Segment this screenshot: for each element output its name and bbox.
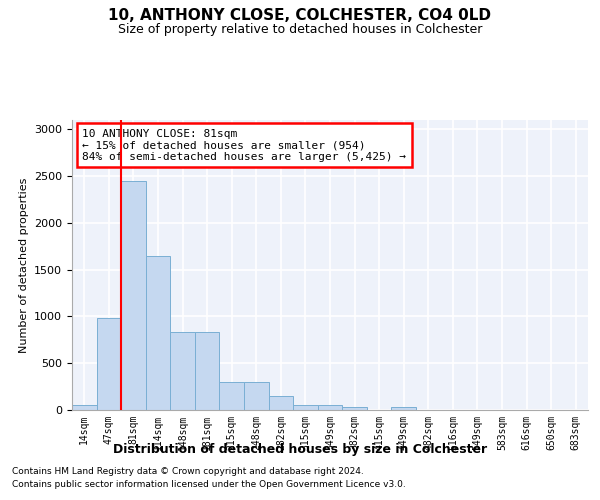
Bar bbox=[220, 382, 244, 410]
Text: Distribution of detached houses by size in Colchester: Distribution of detached houses by size … bbox=[113, 442, 487, 456]
Bar bbox=[269, 396, 293, 410]
Text: 10 ANTHONY CLOSE: 81sqm
← 15% of detached houses are smaller (954)
84% of semi-d: 10 ANTHONY CLOSE: 81sqm ← 15% of detache… bbox=[82, 128, 406, 162]
Bar bbox=[318, 405, 342, 410]
Bar bbox=[391, 407, 416, 410]
Y-axis label: Number of detached properties: Number of detached properties bbox=[19, 178, 29, 352]
Bar bbox=[72, 405, 97, 410]
Text: 10, ANTHONY CLOSE, COLCHESTER, CO4 0LD: 10, ANTHONY CLOSE, COLCHESTER, CO4 0LD bbox=[109, 8, 491, 22]
Text: Size of property relative to detached houses in Colchester: Size of property relative to detached ho… bbox=[118, 22, 482, 36]
Bar bbox=[195, 332, 220, 410]
Bar bbox=[97, 318, 121, 410]
Bar bbox=[146, 256, 170, 410]
Text: Contains HM Land Registry data © Crown copyright and database right 2024.: Contains HM Land Registry data © Crown c… bbox=[12, 468, 364, 476]
Bar bbox=[293, 405, 318, 410]
Bar bbox=[342, 407, 367, 410]
Bar bbox=[244, 382, 269, 410]
Bar bbox=[121, 181, 146, 410]
Text: Contains public sector information licensed under the Open Government Licence v3: Contains public sector information licen… bbox=[12, 480, 406, 489]
Bar bbox=[170, 332, 195, 410]
